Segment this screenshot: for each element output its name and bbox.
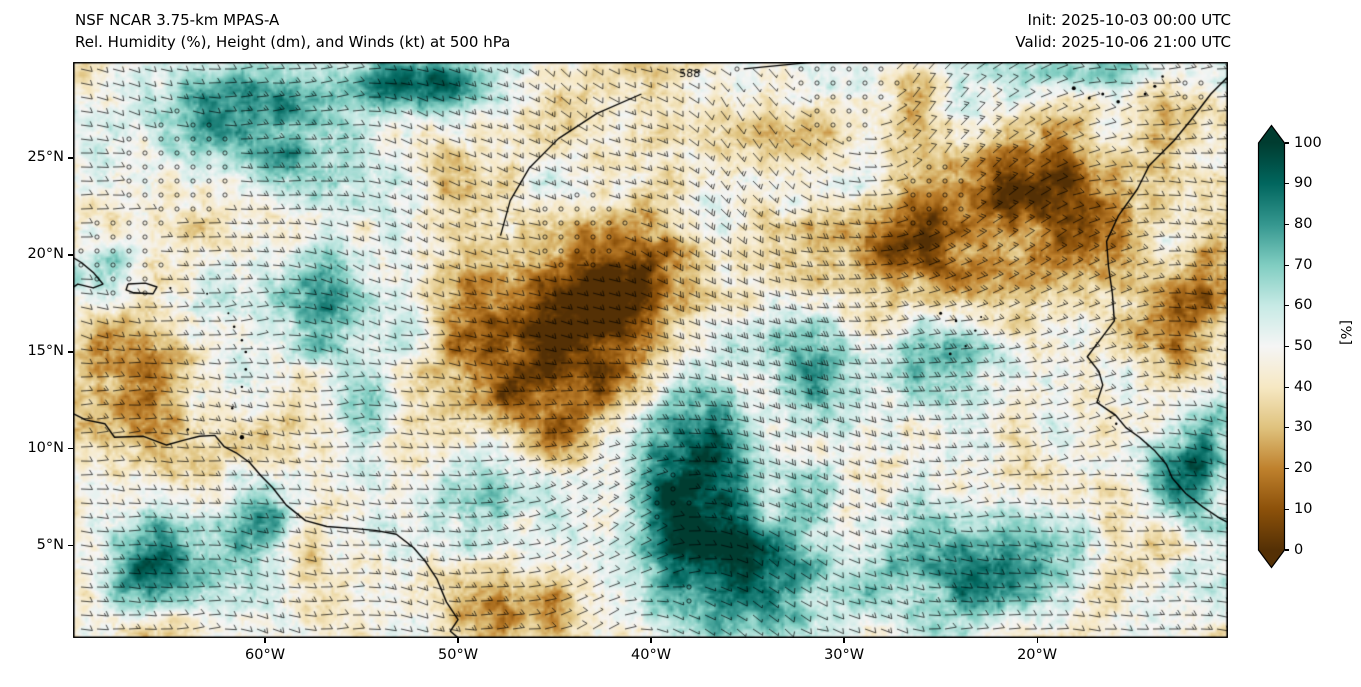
y-tick xyxy=(67,545,73,547)
colorbar-tick xyxy=(1284,427,1289,429)
colorbar-tick-label: 10 xyxy=(1294,500,1313,517)
colorbar-tick-label: 70 xyxy=(1294,256,1313,273)
y-tick-label: 20°N xyxy=(27,245,64,262)
colorbar-tick-label: 40 xyxy=(1294,378,1313,395)
header-right: Init: 2025-10-03 00:00 UTC Valid: 2025-1… xyxy=(1015,9,1231,53)
x-tick xyxy=(264,638,266,643)
x-tick-label: 60°W xyxy=(245,647,286,663)
map-frame xyxy=(73,62,1228,638)
y-tick-label: 15°N xyxy=(27,342,64,359)
y-tick-label: 10°N xyxy=(27,439,64,456)
x-tick xyxy=(457,638,459,643)
colorbar-tick-label: 100 xyxy=(1294,134,1322,151)
colorbar-tick-label: 20 xyxy=(1294,460,1313,477)
colorbar-tick-label: 50 xyxy=(1294,338,1313,354)
colorbar-tick xyxy=(1284,223,1289,225)
valid-time: Valid: 2025-10-06 21:00 UTC xyxy=(1015,33,1231,51)
x-tick xyxy=(650,638,652,643)
colorbar xyxy=(1257,124,1286,569)
colorbar-tick xyxy=(1284,264,1289,266)
colorbar-tick-label: 80 xyxy=(1294,215,1313,232)
y-tick xyxy=(67,448,73,450)
y-tick xyxy=(67,254,73,256)
x-tick-label: 40°W xyxy=(631,647,672,663)
colorbar-tick-label: 60 xyxy=(1294,297,1313,314)
x-tick-label: 50°W xyxy=(438,647,479,663)
colorbar-tick xyxy=(1284,508,1289,510)
x-tick-label: 20°W xyxy=(1017,647,1058,663)
colorbar-tick xyxy=(1284,305,1289,307)
header-left: NSF NCAR 3.75-km MPAS-A Rel. Humidity (%… xyxy=(75,9,510,53)
colorbar-tick xyxy=(1284,142,1289,144)
colorbar-tick xyxy=(1284,549,1289,551)
x-tick-label: 30°W xyxy=(824,647,865,663)
colorbar-tick xyxy=(1284,468,1289,470)
y-tick xyxy=(67,157,73,159)
colorbar-tick xyxy=(1284,345,1289,348)
y-tick-label: 25°N xyxy=(27,149,64,165)
colorbar-tick-label: 30 xyxy=(1294,419,1313,436)
map-canvas xyxy=(73,62,1228,638)
chart-title: NSF NCAR 3.75-km MPAS-A xyxy=(75,11,280,29)
y-tick xyxy=(67,351,73,353)
chart-subtitle: Rel. Humidity (%), Height (dm), and Wind… xyxy=(75,33,511,51)
colorbar-tick xyxy=(1284,183,1289,185)
colorbar-bar xyxy=(1257,124,1286,569)
init-time: Init: 2025-10-03 00:00 UTC xyxy=(1027,11,1231,29)
x-tick xyxy=(843,638,845,643)
colorbar-label: [%] xyxy=(1337,320,1353,346)
y-tick-label: 5°N xyxy=(36,536,64,553)
x-tick xyxy=(1036,638,1038,643)
colorbar-tick xyxy=(1284,386,1289,388)
colorbar-tick-label: 90 xyxy=(1294,175,1313,192)
colorbar-tick-label: 0 xyxy=(1294,541,1304,558)
